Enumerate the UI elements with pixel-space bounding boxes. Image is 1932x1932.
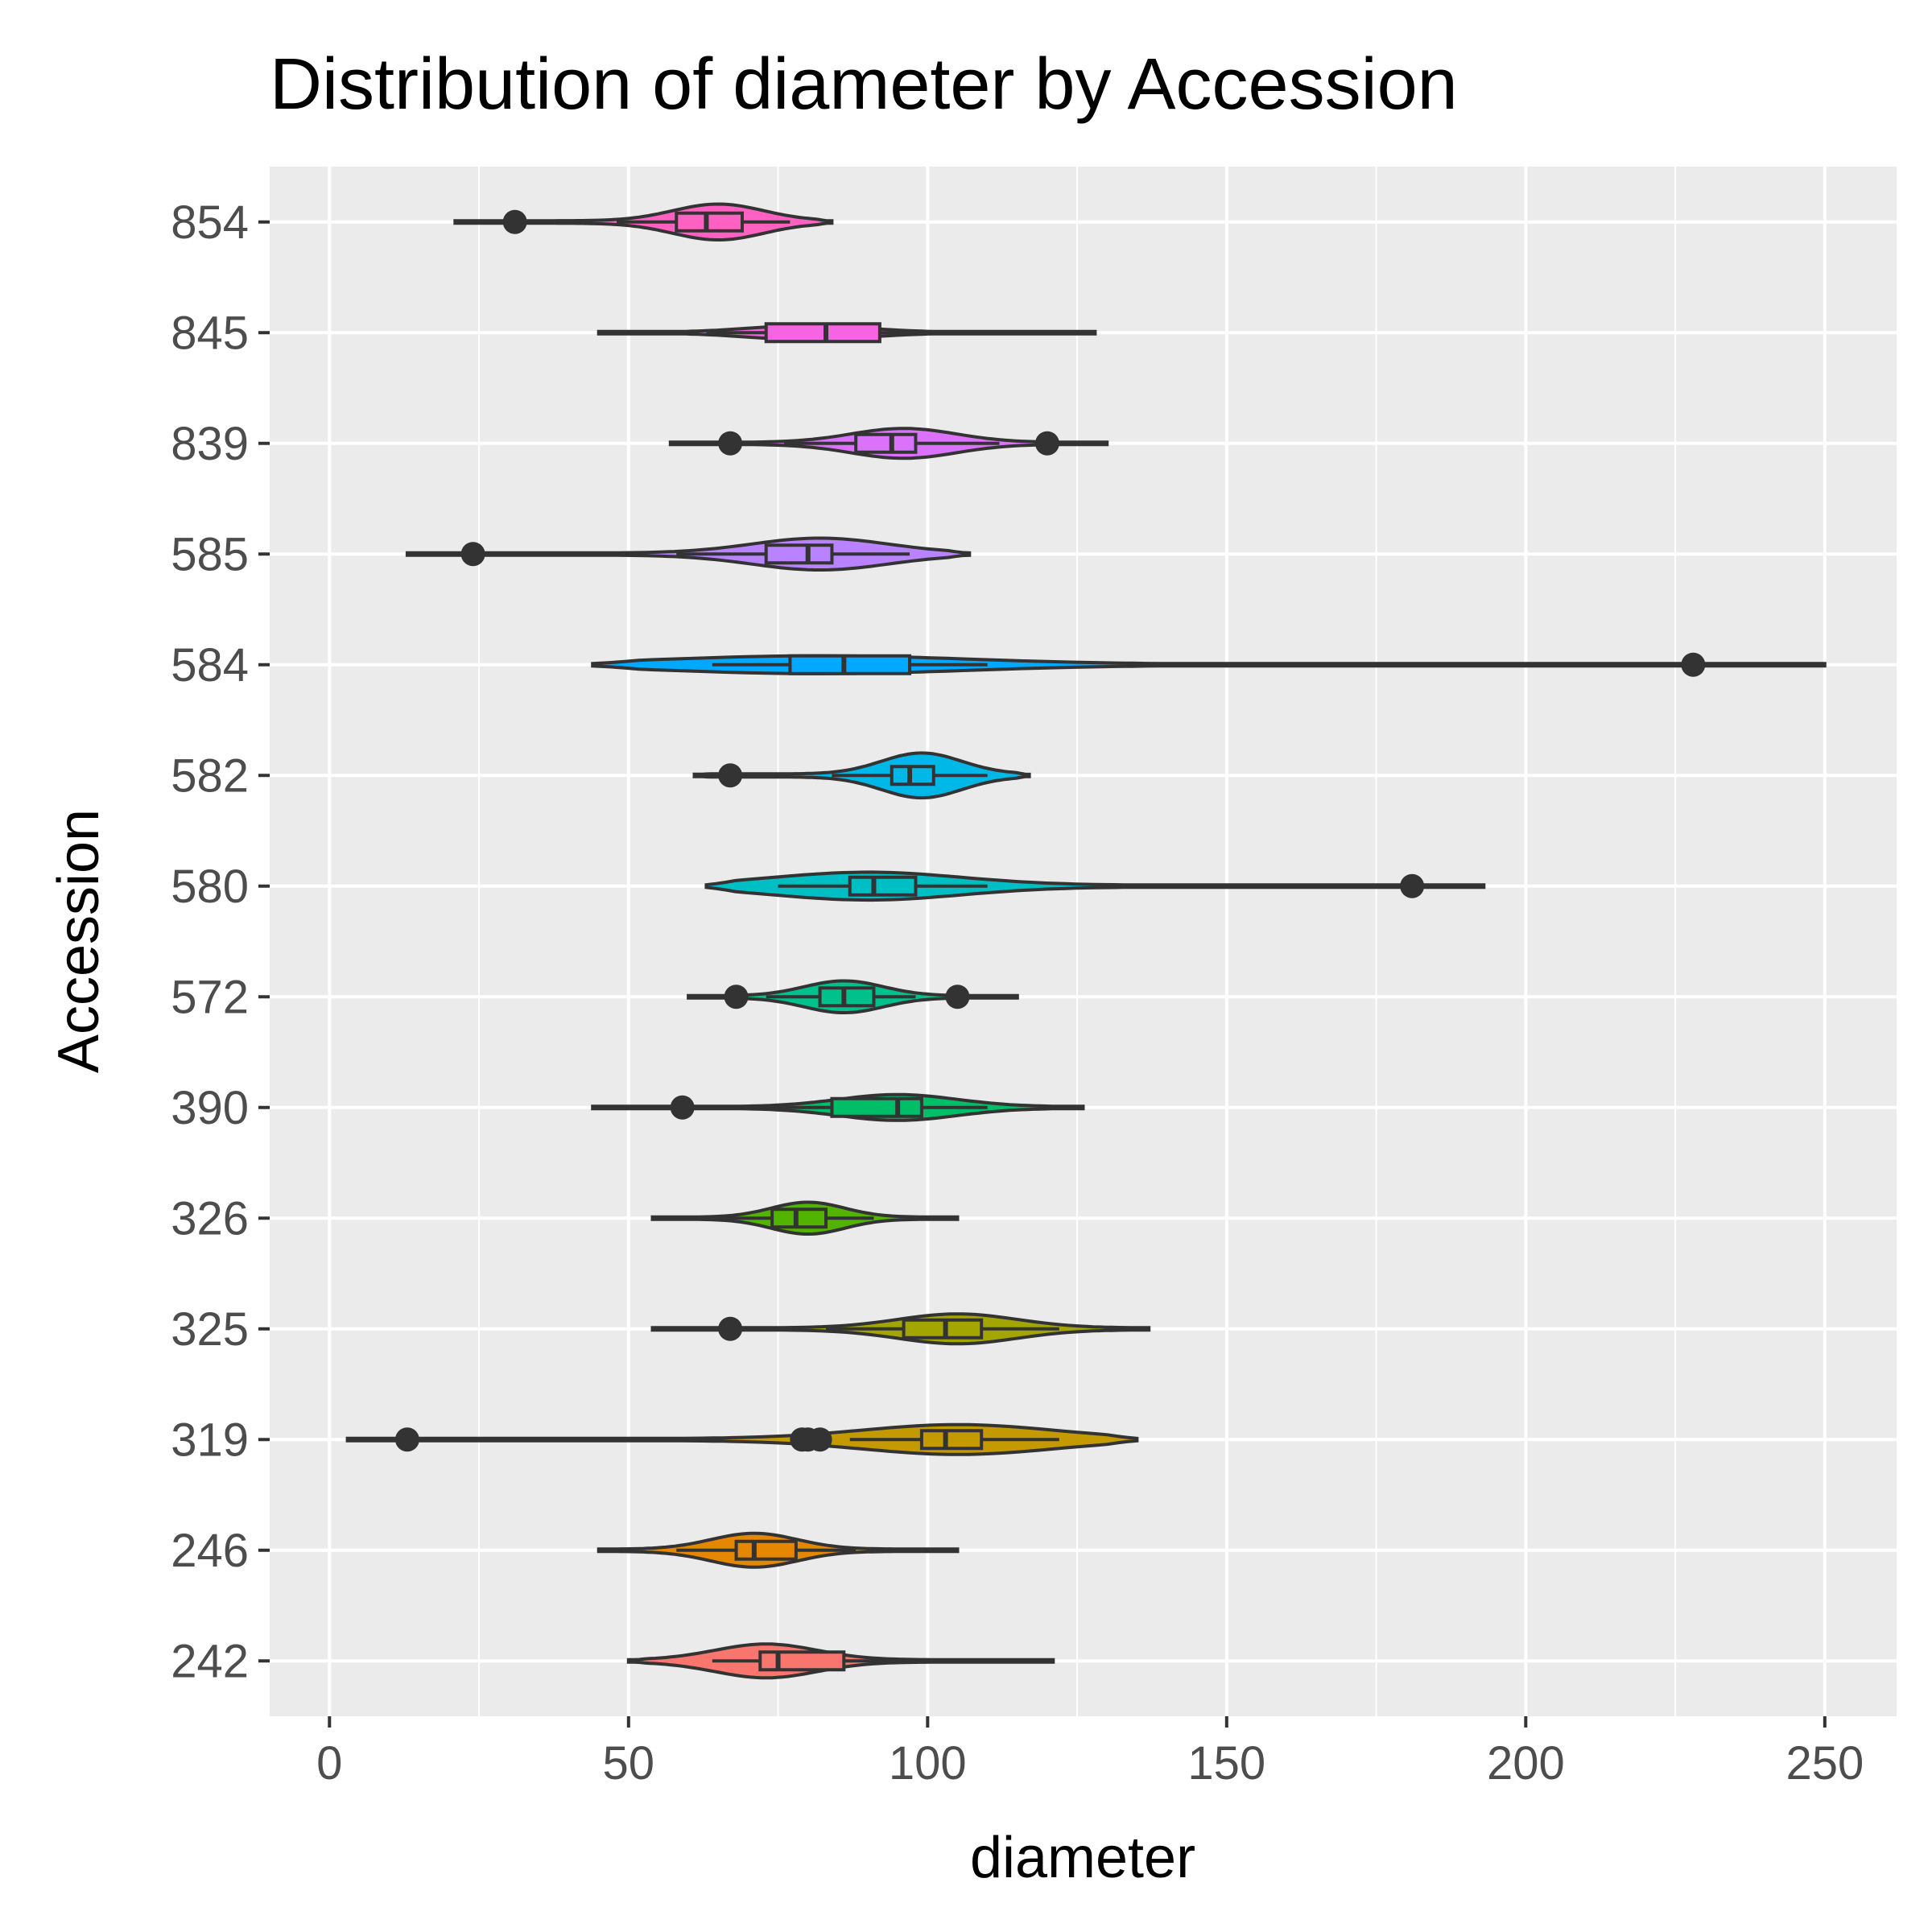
outlier-point (1034, 431, 1059, 456)
y-tick-label: 585 (171, 528, 249, 580)
x-tick-label: 0 (316, 1737, 342, 1790)
y-tick-label: 582 (171, 749, 249, 802)
violin-group (650, 1312, 1151, 1346)
violin-group (650, 1200, 960, 1236)
y-tick-label: 572 (171, 971, 249, 1023)
data-layer (345, 202, 1827, 1680)
iqr-box (854, 432, 918, 454)
outlier-point (718, 1316, 743, 1341)
y-tick-label: 839 (171, 418, 249, 470)
x-tick-label: 50 (603, 1737, 655, 1790)
y-tick-label: 246 (171, 1525, 249, 1577)
violin-group (668, 427, 1109, 460)
y-tick-label: 325 (171, 1303, 249, 1356)
iqr-box (764, 322, 881, 344)
outlier-point (394, 1427, 419, 1452)
x-tick-label: 100 (889, 1737, 967, 1790)
violin-group (405, 536, 972, 572)
outlier-point (807, 1427, 832, 1452)
iqr-box (770, 1208, 828, 1229)
violin-group (345, 1422, 1139, 1456)
y-tick-label: 242 (171, 1635, 249, 1687)
outlier-point (1681, 652, 1706, 677)
x-axis-title: diameter (970, 1826, 1195, 1890)
axis-layer: 0 50 100 150 200 250 854 845 839 585 584 582 580 572 3… (171, 196, 1864, 1790)
iqr-box (675, 211, 744, 233)
y-tick-label: 584 (171, 639, 249, 691)
violin-group (704, 870, 1486, 902)
violin-group (591, 1092, 1085, 1122)
y-tick-label: 390 (171, 1082, 249, 1134)
plot-panel (270, 167, 1897, 1716)
iqr-box (734, 1539, 798, 1561)
iqr-box (788, 654, 912, 675)
violin-group (687, 979, 1019, 1014)
outlier-point (502, 209, 527, 234)
y-tick-label: 854 (171, 196, 249, 249)
outlier-point (945, 985, 970, 1009)
outlier-point (718, 763, 743, 788)
y-tick-label: 845 (171, 307, 249, 359)
iqr-box (818, 986, 876, 1008)
y-tick-label: 319 (171, 1414, 249, 1466)
iqr-box (758, 1650, 846, 1672)
iqr-box (902, 1318, 984, 1340)
iqr-box (848, 875, 918, 897)
y-tick-label: 326 (171, 1192, 249, 1245)
outlier-point (670, 1095, 695, 1120)
iqr-box (764, 543, 834, 565)
x-tick-label: 200 (1487, 1737, 1565, 1790)
outlier-point (718, 431, 743, 456)
violin-group (453, 202, 834, 242)
outlier-point (1400, 873, 1425, 898)
violin-group (597, 1531, 960, 1569)
violin-group (597, 322, 1097, 344)
iqr-box (830, 1096, 923, 1118)
outlier-point (724, 985, 749, 1009)
x-tick-label: 150 (1187, 1737, 1265, 1790)
chart-title: Distribution of diameter by Accession (270, 44, 1458, 125)
y-tick-label: 580 (171, 861, 249, 913)
violin-group (692, 751, 1031, 800)
violin-group (626, 1642, 1055, 1680)
iqr-box (890, 765, 935, 786)
outlier-point (460, 542, 485, 567)
y-axis-title: Accession (47, 809, 111, 1073)
x-tick-label: 250 (1785, 1737, 1864, 1790)
violin-group (591, 652, 1827, 677)
iqr-box (919, 1429, 984, 1451)
